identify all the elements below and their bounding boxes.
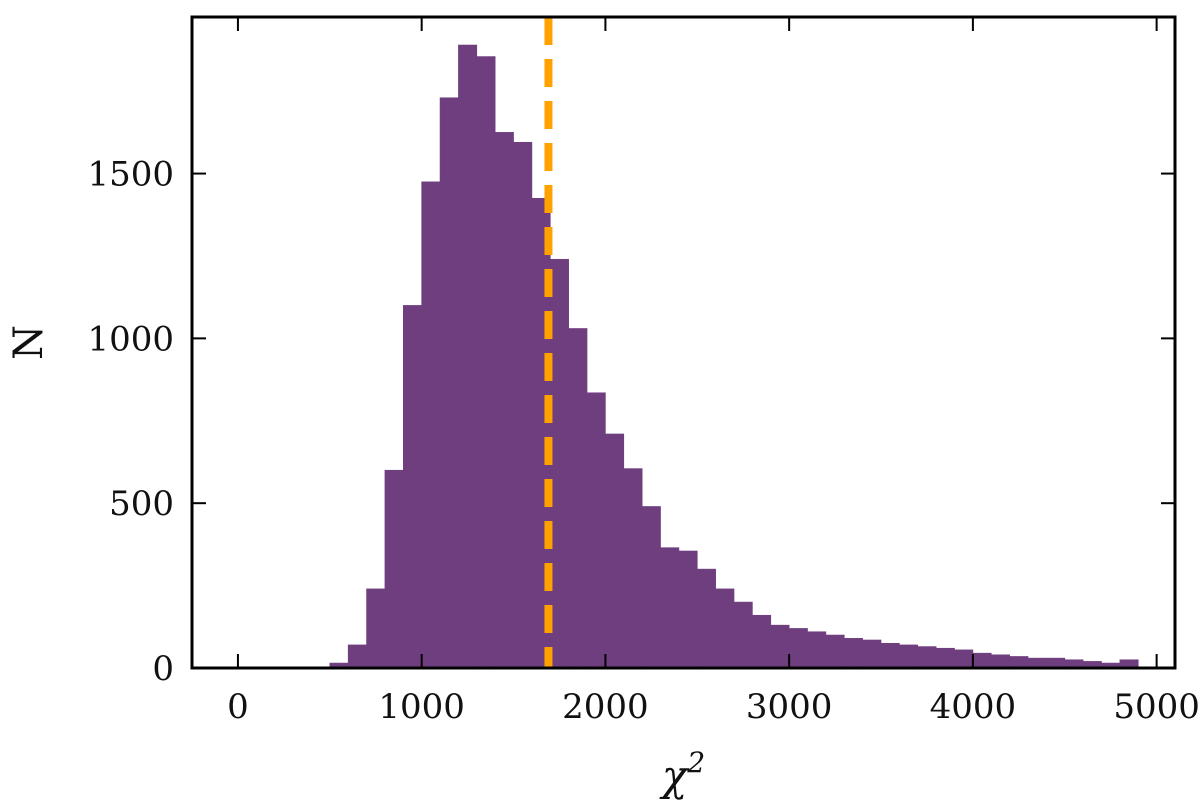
x-axis-label-superscript: 2 — [686, 746, 705, 779]
y-tick-label: 0 — [152, 649, 174, 689]
histogram-bar — [458, 44, 478, 669]
histogram-bar — [660, 547, 680, 669]
histogram-bar — [347, 644, 367, 669]
x-axis-label: χ2 — [659, 746, 705, 800]
histogram-bar — [807, 631, 827, 669]
histogram-bar — [366, 588, 386, 669]
histogram-bar — [862, 639, 882, 669]
histogram-bar — [605, 433, 625, 669]
histogram-bar — [494, 132, 514, 669]
histogram-bar — [623, 468, 643, 669]
histogram-bar — [990, 654, 1010, 669]
histogram-bar — [568, 328, 588, 669]
y-tick-label: 500 — [109, 484, 174, 524]
x-tick-label: 2000 — [562, 687, 649, 727]
x-axis-label-base: χ — [659, 751, 690, 800]
histogram-bar — [752, 614, 772, 669]
histogram-bar — [439, 97, 459, 669]
x-tick-label: 0 — [227, 687, 249, 727]
histogram-bar — [421, 181, 441, 669]
histogram-bar — [641, 506, 661, 669]
x-tick-label: 3000 — [746, 687, 833, 727]
histogram-bar — [899, 644, 919, 669]
histogram-bar — [788, 628, 808, 669]
histogram-bar — [549, 258, 569, 669]
plot-frame — [190, 15, 1177, 670]
histogram-bar — [825, 634, 845, 669]
tick-labels: 0 1000 2000 3000 4000 5000 0 500 1000 1500 — [87, 155, 1199, 727]
x-tick-label: 4000 — [930, 687, 1017, 727]
histogram-bar — [513, 141, 533, 669]
histogram-bar — [1009, 656, 1029, 669]
histogram-bar — [972, 652, 992, 669]
y-axis-label: N — [6, 325, 52, 360]
histogram-bar — [696, 568, 716, 669]
histogram-bar — [770, 624, 790, 669]
histogram-bar — [733, 601, 753, 669]
histogram-bar — [843, 638, 863, 669]
histogram-bar — [954, 649, 974, 669]
histogram-bar — [384, 469, 404, 669]
histogram-bar — [917, 646, 937, 669]
histogram-bar — [402, 305, 422, 669]
histogram-bars — [329, 44, 1139, 669]
histogram-bar — [476, 56, 496, 669]
histogram-bar — [880, 642, 900, 669]
histogram-bar — [935, 647, 955, 669]
histogram-bar — [678, 550, 698, 669]
x-tick-label: 5000 — [1113, 687, 1200, 727]
histogram-bar — [531, 197, 551, 669]
histogram-bar — [586, 392, 606, 669]
y-tick-label: 1500 — [87, 155, 174, 195]
y-tick-label: 1000 — [87, 319, 174, 359]
histogram-bar — [715, 588, 735, 669]
x-tick-label: 1000 — [378, 687, 465, 727]
